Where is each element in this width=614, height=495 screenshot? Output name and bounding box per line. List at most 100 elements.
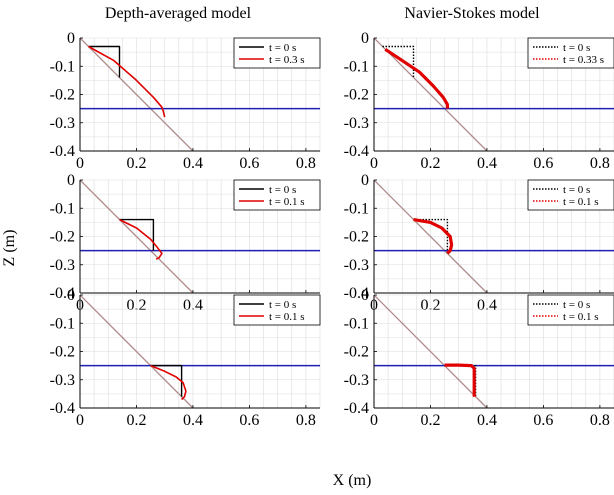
y-tick-label: -0.3 — [344, 257, 369, 274]
y-tick-label: -0.1 — [50, 200, 75, 217]
column-title-navier-stokes: Navier-Stokes model — [404, 5, 540, 22]
x-tick-label: 0.2 — [420, 412, 440, 429]
y-tick-label: -0.3 — [344, 115, 369, 132]
legend: t = 0 st = 0.33 s — [527, 37, 614, 69]
legend-box — [527, 179, 614, 211]
legend: t = 0 st = 0.3 s — [233, 37, 321, 69]
plot-area — [80, 38, 320, 151]
y-tick-label: -0.2 — [344, 344, 369, 361]
y-tick-label: 0 — [361, 172, 369, 189]
legend-label: t = 0 s — [563, 299, 590, 311]
y-tick-label: -0.2 — [344, 87, 369, 104]
panel-0-1: 0 0.2 0.4 0.6 0.8 0 -0.1 -0.2 -0.3 -0.4 t = 0 st =… — [344, 30, 614, 172]
legend-label: t = 0 s — [269, 42, 296, 54]
series-line-0 — [119, 218, 155, 251]
x-tick-label: 0.4 — [183, 412, 203, 429]
x-tick-label: 0 — [370, 155, 378, 172]
legend-box — [233, 179, 321, 211]
plot-area — [374, 38, 614, 151]
y-tick-label: -0.3 — [50, 257, 75, 274]
series-line-0 — [413, 218, 449, 254]
slope-line — [80, 180, 194, 293]
panel-0-0: 0 0.2 0.4 0.6 0.8 0 -0.1 -0.2 -0.3 -0.4 t = 0 st =… — [50, 30, 321, 172]
panels: 0 0.2 0.4 0.6 0.80-0.1-0.2-0.3-0.4t = 0 st =… — [50, 30, 614, 429]
y-tick-label: 0 — [67, 30, 75, 47]
legend: t = 0 st = 0.1 s — [527, 294, 614, 326]
x-tick-label: 0.6 — [533, 412, 553, 429]
x-tick-label: 0 — [76, 155, 84, 172]
x-tick-label: 0.8 — [590, 412, 610, 429]
x-tick-label: 0.4 — [477, 155, 497, 172]
legend-label: t = 0.1 s — [269, 311, 305, 323]
panel-1-1: 00.20.40.60.80-0.1-0.2-0.3-0.4t = 0 st =… — [344, 172, 614, 314]
x-axis-label: X (m) — [333, 472, 372, 489]
panel-2-1: 0 0.2 0.4 0.6 0.8 0 -0.1 -0.2 -0.3 -0.4 t = 0 st =… — [344, 287, 614, 429]
slope-line — [80, 38, 194, 151]
legend-box — [233, 294, 321, 326]
y-tick-label: -0.1 — [344, 58, 369, 75]
legend-box — [527, 37, 614, 69]
x-tick-label: 0.6 — [533, 155, 553, 172]
legend: t = 0 st = 0.1 s — [233, 294, 321, 326]
x-tick-label: 0.2 — [126, 412, 146, 429]
legend-label: t = 0.1 s — [269, 196, 305, 208]
y-tick-label: -0.2 — [344, 229, 369, 246]
legend: t = 0 st = 0.1 s — [233, 179, 321, 211]
slope-line — [374, 38, 488, 151]
series-line-0 — [88, 45, 121, 78]
plot-area — [80, 295, 320, 408]
column-title-depth-averaged: Depth-averaged model — [105, 5, 252, 22]
panel-2-0: 0 0.2 0.4 0.6 0.8 0 -0.1 -0.2 -0.3 -0.4 t = 0 st =… — [50, 287, 321, 429]
y-tick-label: -0.1 — [50, 315, 75, 332]
y-axis-label: Z (m) — [1, 230, 18, 267]
y-tick-label: -0.4 — [50, 143, 75, 160]
x-tick-label: 0 — [370, 412, 378, 429]
x-tick-label: 0.8 — [296, 155, 316, 172]
y-tick-label: -0.2 — [50, 87, 75, 104]
y-tick-label: 0 — [361, 30, 369, 47]
y-tick-label: 0 — [361, 287, 369, 304]
series-line-1 — [413, 218, 454, 255]
legend-label: t = 0 s — [563, 184, 590, 196]
y-tick-label: 0 — [67, 172, 75, 189]
y-tick-label: 0 — [67, 287, 75, 304]
x-tick-label: 0.4 — [477, 412, 497, 429]
legend-label: t = 0.1 s — [563, 196, 599, 208]
y-tick-label: -0.4 — [50, 285, 75, 302]
slope-line — [374, 180, 488, 293]
x-tick-label: 0.8 — [590, 155, 610, 172]
series-line-1 — [150, 364, 187, 401]
y-tick-label: -0.3 — [344, 372, 369, 389]
x-tick-label: 0.4 — [183, 155, 203, 172]
y-tick-label: -0.2 — [50, 229, 75, 246]
y-tick-label: -0.1 — [344, 315, 369, 332]
x-tick-label: 0.6 — [239, 155, 259, 172]
legend-box — [233, 37, 321, 69]
x-tick-label: 0.2 — [420, 155, 440, 172]
x-tick-label: 0 — [76, 412, 84, 429]
y-tick-label: -0.2 — [50, 344, 75, 361]
legend-label: t = 0.1 s — [563, 311, 599, 323]
legend-label: t = 0.3 s — [269, 54, 305, 66]
y-tick-label: -0.3 — [50, 115, 75, 132]
y-tick-label: -0.4 — [50, 400, 75, 417]
x-tick-label: 0.6 — [239, 412, 259, 429]
y-tick-label: -0.1 — [50, 58, 75, 75]
legend-label: t = 0 s — [269, 184, 296, 196]
y-tick-label: -0.4 — [344, 143, 369, 160]
legend-box — [527, 294, 614, 326]
x-tick-label: 0.8 — [296, 412, 316, 429]
y-tick-label: -0.1 — [344, 200, 369, 217]
legend-label: t = 0 s — [563, 42, 590, 54]
grid — [79, 294, 321, 409]
plot-area — [374, 180, 614, 293]
y-tick-label: -0.4 — [344, 285, 369, 302]
slope-line — [374, 295, 488, 408]
plot-area — [374, 295, 614, 408]
legend-label: t = 0.33 s — [563, 54, 604, 66]
x-tick-label: 0.2 — [126, 155, 146, 172]
y-tick-label: -0.3 — [50, 372, 75, 389]
series-line-1 — [119, 218, 163, 260]
series-line-0 — [150, 364, 183, 397]
